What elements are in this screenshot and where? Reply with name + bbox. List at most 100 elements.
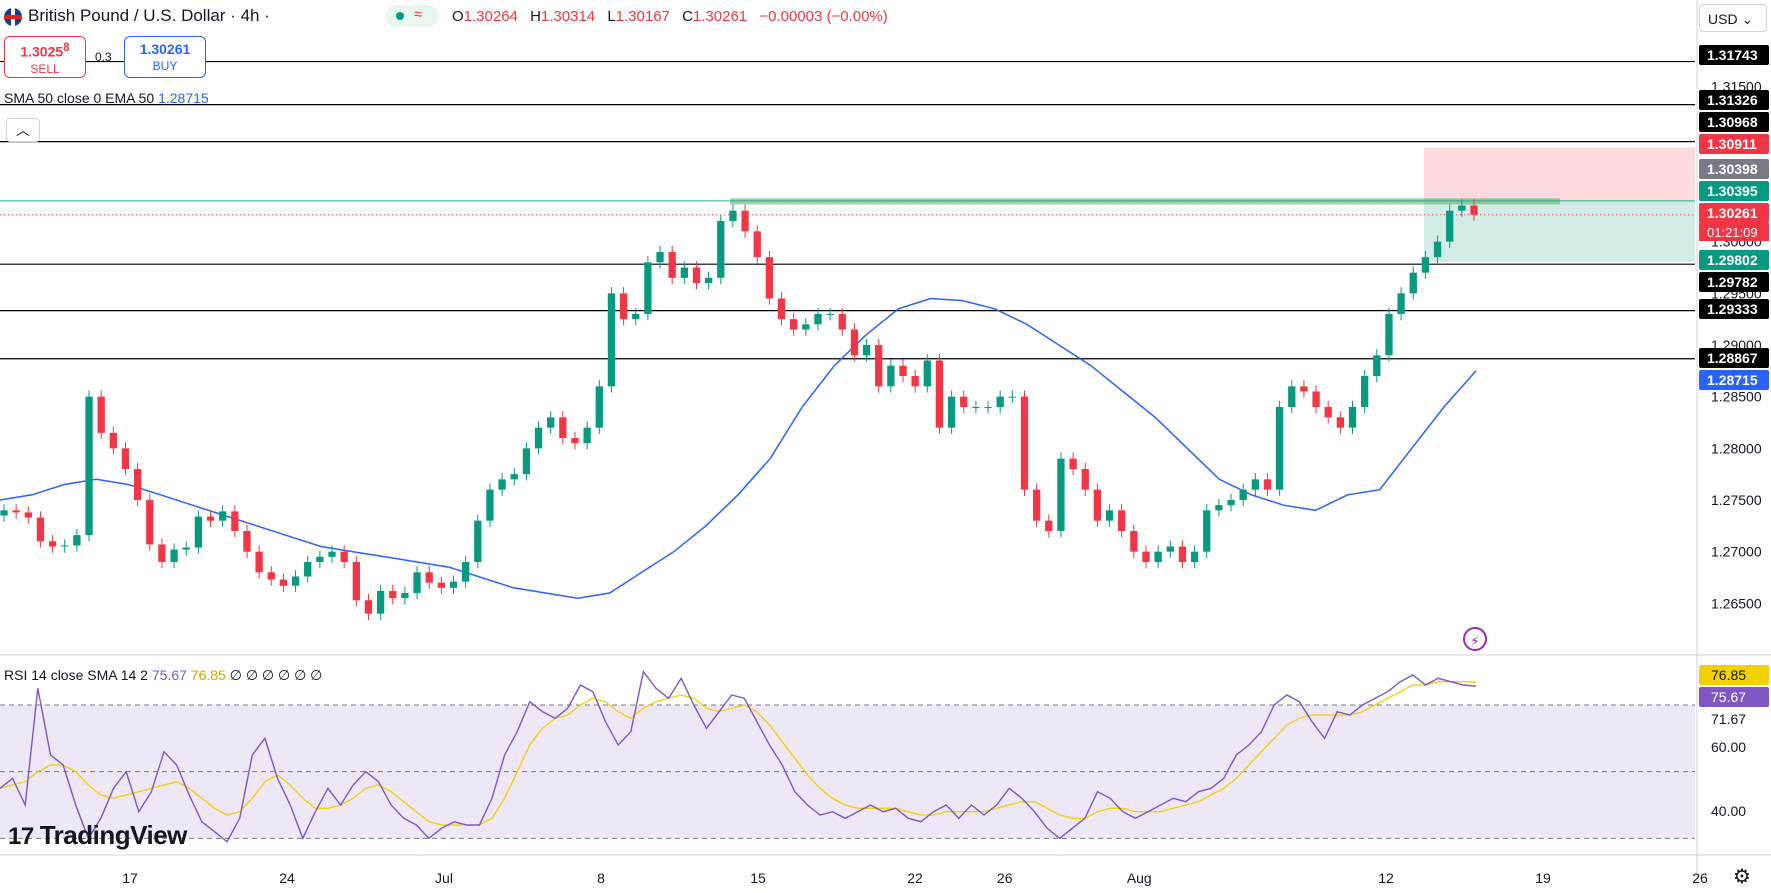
ohlc-legend: O1.30264 H1.30314 L1.30167 C1.30261 −0.0…	[452, 8, 896, 25]
candle-body	[12, 510, 20, 513]
spread-value: 0.3	[95, 50, 112, 64]
candle-body	[826, 314, 834, 315]
candle-body	[1361, 376, 1369, 407]
candle-body	[595, 386, 603, 428]
market-status-pill[interactable]: ≈	[386, 5, 438, 27]
take-profit-zone	[1424, 200, 1695, 263]
candle-body	[1397, 293, 1405, 314]
horizontal-levels	[0, 60, 1695, 360]
buy-button[interactable]: 1.30261 BUY	[124, 36, 206, 78]
rsi-series	[0, 670, 1477, 843]
candle-body	[607, 293, 616, 387]
tradingview-logo: 17 TradingView	[8, 820, 187, 851]
candle-body	[1057, 458, 1065, 531]
price-tick-label: 1.27500	[1711, 492, 1762, 508]
candle-body	[97, 396, 105, 433]
candle-body	[1470, 205, 1478, 215]
candle-body	[36, 517, 45, 542]
currency-selector[interactable]: USD ⌄	[1699, 4, 1767, 32]
candle-body	[644, 262, 652, 314]
sell-price-pip: 8	[63, 41, 70, 54]
countdown-label: 01:21:09	[1707, 225, 1758, 240]
logo-text: TradingView	[39, 820, 188, 850]
candle-body	[729, 210, 737, 221]
price-tick-label: 1.28000	[1711, 440, 1762, 456]
candle-body	[741, 210, 749, 232]
rsi-tick-label: 71.67	[1711, 711, 1746, 727]
price-tick-label: 1.28500	[1711, 389, 1762, 405]
candle-body	[1275, 407, 1284, 490]
rsi-sma-legend-value: 76.85	[190, 667, 226, 683]
position-zones	[730, 147, 1695, 263]
candle-body	[1142, 551, 1150, 562]
rsi-tag-label: 76.85	[1711, 667, 1746, 683]
candle-body	[109, 432, 117, 449]
candle-body	[474, 520, 482, 562]
candle-body	[1178, 546, 1187, 562]
candle-body	[790, 319, 798, 330]
price-tag-label: 1.29802	[1707, 252, 1758, 268]
candle-body	[619, 293, 628, 320]
price-tag-label: 1.28715	[1707, 372, 1758, 388]
candle-body	[219, 511, 227, 521]
candle-body	[923, 360, 931, 387]
candle-body	[376, 590, 385, 614]
rsi-tag-label: 75.67	[1711, 689, 1746, 705]
candle-body	[206, 516, 215, 521]
candle-body	[304, 562, 312, 577]
stop-loss-zone	[1424, 147, 1695, 201]
price-tag-box	[1699, 348, 1769, 368]
candle-body	[838, 314, 846, 330]
candle-body	[802, 324, 810, 330]
price-tag-box	[1699, 250, 1769, 270]
buy-price: 1.30261	[139, 41, 191, 57]
sell-label: SELL	[30, 61, 60, 76]
candle-body	[267, 572, 275, 580]
price-tag-box	[1699, 90, 1769, 110]
candle-body	[352, 562, 360, 601]
ema-legend[interactable]: SMA 50 close 0 EMA 50 1.28715	[4, 90, 209, 106]
symbol-title[interactable]: British Pound / U.S. Dollar · 4h ·	[28, 6, 270, 25]
candle-body	[704, 277, 713, 283]
candle-body	[510, 474, 518, 480]
candle-body	[1130, 531, 1138, 552]
chevron-up-icon[interactable]: ︿	[6, 118, 40, 142]
price-tag-box	[1699, 45, 1769, 65]
candle-body	[899, 365, 907, 376]
ohlc-open-value: 1.30264	[463, 8, 518, 25]
candle-body	[425, 572, 433, 583]
candle-body	[1409, 272, 1417, 294]
candle-body	[765, 257, 774, 299]
candle-body	[146, 500, 154, 545]
lightning-icon[interactable]: ⚡	[1463, 627, 1487, 651]
candle-body	[656, 252, 664, 263]
candle-body	[583, 427, 591, 444]
wave-icon: ≈	[414, 6, 423, 23]
ohlc-low-value: 1.30167	[615, 8, 670, 25]
ema-line	[0, 297, 1477, 599]
candle-body	[1373, 355, 1381, 376]
rsi-legend[interactable]: RSI 14 close SMA 14 2 75.67 76.85 ∅ ∅ ∅ …	[4, 667, 322, 684]
candle-body	[887, 365, 895, 387]
candle-body	[559, 417, 567, 438]
candle-body	[571, 438, 579, 444]
time-tick-label: 26	[1692, 870, 1708, 886]
chart-header: British Pound / U.S. Dollar · 4h · ≈ O1.…	[0, 0, 1690, 34]
candle-body	[996, 396, 1004, 407]
candle-body	[632, 314, 640, 320]
price-tag-box	[1699, 159, 1769, 179]
gear-icon[interactable]: ⚙	[1733, 866, 1751, 888]
candle-body	[1446, 210, 1454, 242]
candle-body	[340, 551, 348, 562]
price-tag-label: 1.30911	[1707, 136, 1757, 152]
rsi-sma-line	[0, 681, 1477, 826]
resistance-zone	[730, 198, 1560, 205]
price-tag-box	[1699, 112, 1769, 132]
buy-label: BUY	[152, 59, 178, 73]
sell-button[interactable]: 1.30258 SELL	[4, 36, 86, 78]
candle-body	[1118, 510, 1126, 531]
time-tick-label: 26	[997, 870, 1013, 886]
time-tick-label: 19	[1535, 870, 1551, 886]
